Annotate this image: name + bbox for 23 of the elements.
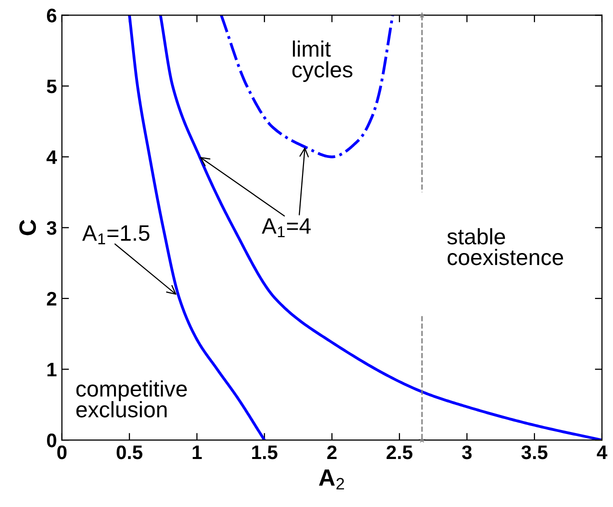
annotation: competitive exclusion [76, 380, 187, 418]
x-tick-label: 3.5 [521, 445, 548, 460]
y-tick-label: 4 [46, 150, 57, 164]
y-tick-label: 2 [46, 292, 56, 306]
x-axis-title: A$_{2}$ [318, 469, 344, 490]
x-tick-label: 0 [57, 445, 67, 460]
y-tick-label: 6 [46, 8, 56, 22]
y-tick-label: 5 [46, 80, 57, 94]
y-tick-label: 1 [47, 362, 57, 376]
y-axis-title: C [19, 220, 36, 236]
y-tick-label: 3 [46, 221, 56, 235]
x-tick-label: 1.5 [252, 446, 278, 460]
x-tick-label: 2 [327, 445, 337, 460]
x-tick-label: 3 [462, 445, 472, 460]
x-tick-label: 2.5 [386, 445, 412, 460]
annotation: limit cycles [292, 40, 352, 82]
x-tick-label: 0.5 [116, 445, 142, 460]
y-tick-label: 0 [47, 434, 56, 448]
x-tick-label: 4 [596, 446, 608, 460]
annotation: A$_{1}$=1.5 [82, 225, 150, 244]
annotation: A$_{1}$=4 [262, 218, 311, 238]
x-tick-label: 1 [192, 446, 202, 460]
annotation: stable coexistence [447, 228, 564, 266]
